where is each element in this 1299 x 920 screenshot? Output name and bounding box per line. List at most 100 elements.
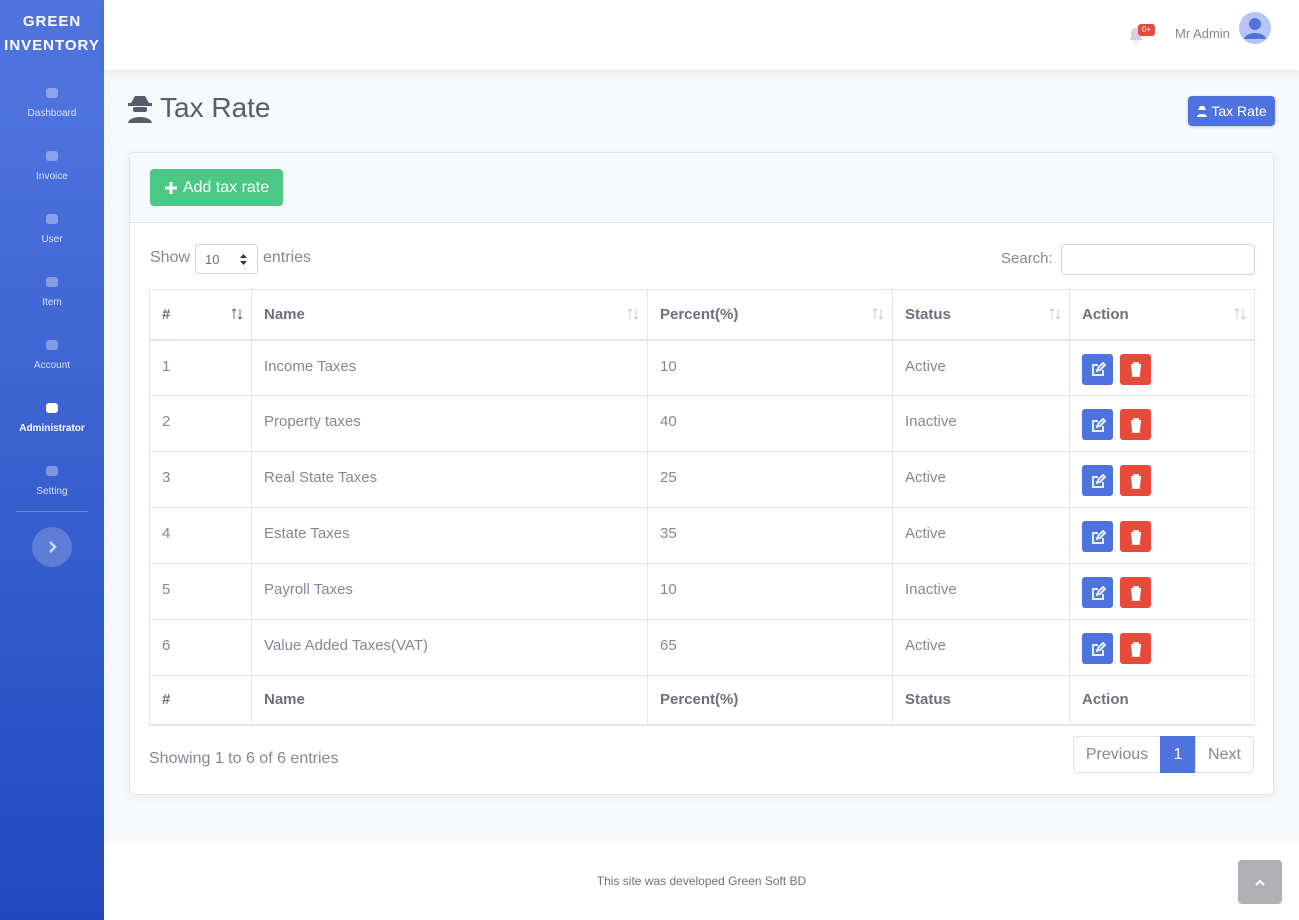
icon-shape <box>1091 361 1106 376</box>
sort-arrows <box>872 308 884 320</box>
table-info: Showing 1 to 6 of 6 entries <box>149 750 339 767</box>
delete-button[interactable] <box>1120 577 1151 608</box>
action-cell <box>1069 339 1255 396</box>
page-button[interactable]: Next <box>1195 736 1254 773</box>
icon <box>1091 361 1106 376</box>
table-foot: # Name Percent(%) Status Action <box>149 675 1255 726</box>
delete-button[interactable] <box>1120 521 1151 552</box>
select-value: 10 <box>205 252 220 267</box>
action-cell <box>1069 563 1255 620</box>
icon <box>1255 879 1265 886</box>
column-footer: Action <box>1069 675 1255 726</box>
icon <box>1130 585 1141 601</box>
column-footer: Name <box>251 675 648 726</box>
table-cell: 4 <box>149 507 252 564</box>
sort-icon <box>627 308 639 320</box>
icon <box>1091 529 1106 544</box>
table-cell: Active <box>892 619 1070 676</box>
delete-button[interactable] <box>1120 409 1151 440</box>
table-row: 4 Estate Taxes 35 Active <box>149 507 1255 564</box>
table-cell: 35 <box>647 507 893 564</box>
search-input[interactable] <box>1061 244 1255 275</box>
table-cell: 10 <box>647 563 893 620</box>
delete-button[interactable] <box>1120 353 1151 385</box>
sort-icon <box>1234 308 1246 320</box>
add-button[interactable]: Add tax rate <box>150 169 283 206</box>
icon-shape <box>1130 585 1141 601</box>
nav-item[interactable]: Invoice <box>0 149 104 182</box>
nav-item[interactable]: User <box>0 212 104 245</box>
table-cell: 5 <box>149 563 252 620</box>
table-cell: Income Taxes <box>251 339 648 396</box>
title-icon <box>128 96 152 123</box>
table-row: 5 Payroll Taxes 10 Inactive <box>149 563 1255 620</box>
nav-label: Administrator <box>19 423 85 434</box>
icon <box>1130 529 1141 545</box>
table-cell: 2 <box>149 395 252 452</box>
column-header[interactable]: Name <box>251 289 648 341</box>
nav-item[interactable]: Account <box>0 338 104 371</box>
user-name[interactable]: Mr Admin <box>1175 26 1230 41</box>
table-cell: Inactive <box>892 395 1070 452</box>
header-button[interactable]: Tax Rate <box>1188 96 1275 126</box>
table-row: 2 Property taxes 40 Inactive <box>149 395 1255 452</box>
icon-shape <box>1091 585 1106 600</box>
footer-row: # Name Percent(%) Status Action <box>149 675 1255 726</box>
column-header[interactable]: Status <box>892 289 1070 341</box>
icon <box>1197 106 1208 117</box>
page-button[interactable]: 1 <box>1160 736 1196 773</box>
edit-button[interactable] <box>1082 633 1113 664</box>
icon <box>1091 641 1106 656</box>
sidebar: GREEN INVENTORY Dashboard Invoice User Item… <box>0 0 104 920</box>
nav-item[interactable]: Administrator <box>0 401 104 434</box>
topbar: 0+ Mr Admin <box>104 0 1299 70</box>
search-label: Search: <box>1001 250 1053 267</box>
nav-label: Invoice <box>36 171 68 182</box>
brand: INVENTORY <box>4 37 100 54</box>
sidebar-toggle[interactable] <box>32 527 72 567</box>
badge: 0+ <box>1138 24 1155 36</box>
nav-icon <box>46 88 58 98</box>
icon-shape <box>46 340 58 350</box>
column-header[interactable]: Percent(%) <box>647 289 893 341</box>
nav-label: Setting <box>36 486 68 497</box>
length-select[interactable]: 10 <box>195 244 258 274</box>
edit-button[interactable] <box>1082 409 1113 440</box>
table-cell: 65 <box>647 619 893 676</box>
column-header[interactable]: Action <box>1069 289 1255 341</box>
nav-item[interactable]: Dashboard <box>0 86 104 119</box>
table-cell: 40 <box>647 395 893 452</box>
nav-item[interactable]: Item <box>0 275 104 308</box>
edit-button[interactable] <box>1082 577 1113 608</box>
delete-button[interactable] <box>1120 633 1151 664</box>
column-header[interactable]: # <box>149 289 252 341</box>
nav-label: Dashboard <box>27 108 77 119</box>
edit-button[interactable] <box>1082 353 1113 385</box>
brand: GREEN <box>22 13 82 30</box>
icon-shape <box>1130 417 1141 433</box>
scroll-top[interactable] <box>1238 860 1282 904</box>
sort-icon <box>872 308 884 320</box>
sort-arrows <box>1234 308 1246 320</box>
icon-shape <box>46 277 58 287</box>
table-row: 3 Real State Taxes 25 Active <box>149 451 1255 508</box>
show-label: Show <box>150 249 191 266</box>
icon <box>1091 585 1106 600</box>
nav-icon <box>46 214 58 224</box>
icon-shape <box>1091 417 1106 432</box>
sort-arrows <box>627 308 639 320</box>
action-cell <box>1069 395 1255 452</box>
sort-arrows <box>1049 308 1061 320</box>
icon <box>1130 473 1141 489</box>
edit-button[interactable] <box>1082 521 1113 552</box>
edit-button[interactable] <box>1082 465 1113 496</box>
footer-text: This site was developed Green Soft BD <box>596 874 807 888</box>
action-cell <box>1069 507 1255 564</box>
icon <box>1091 473 1106 488</box>
table-row: 6 Value Added Taxes(VAT) 65 Active <box>149 619 1255 676</box>
delete-button[interactable] <box>1120 465 1151 496</box>
page-button[interactable]: Previous <box>1073 736 1161 773</box>
nav-item[interactable]: Setting <box>0 464 104 497</box>
avatar[interactable] <box>1239 12 1271 44</box>
table-cell: 1 <box>149 339 252 396</box>
